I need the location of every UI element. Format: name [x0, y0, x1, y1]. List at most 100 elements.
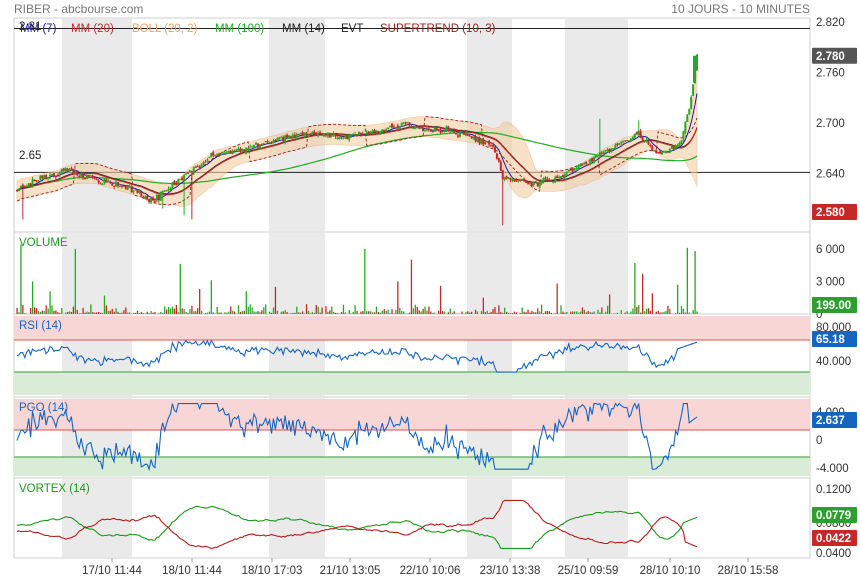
- right-axis: 2.820 2.760 2.700 2.640 2.780 2.580 6 000 3 000…: [812, 17, 857, 560]
- volume-bar: [342, 304, 345, 314]
- volume-bar: [399, 307, 401, 314]
- candle-body: [270, 142, 273, 144]
- last-rsi-label: 65.18: [816, 334, 845, 346]
- volume-bar: [241, 311, 244, 314]
- candle-body: [628, 140, 630, 142]
- candle-body: [651, 145, 654, 152]
- candle-body: [56, 174, 59, 176]
- volume-bar: [39, 311, 42, 314]
- vortex-frame: [13, 477, 811, 559]
- volume-bar: [270, 312, 273, 314]
- candle-body: [558, 176, 561, 178]
- candle-body: [161, 191, 164, 193]
- candle-body: [45, 175, 48, 179]
- volume-bar: [20, 244, 22, 314]
- legend-item: MM (20): [71, 23, 114, 35]
- candle-body: [575, 168, 578, 170]
- legend-item: EVT: [341, 23, 363, 35]
- candle-body: [89, 175, 92, 177]
- candle-body: [60, 169, 63, 173]
- volume-bar: [257, 311, 259, 314]
- candle-body: [641, 137, 644, 141]
- volume-bar: [682, 308, 685, 314]
- rsi-line: [16, 339, 698, 373]
- volume-bar: [274, 286, 277, 314]
- candle-body: [85, 175, 88, 179]
- candle-body: [493, 146, 496, 153]
- volume-bar: [331, 306, 333, 314]
- candle-body: [260, 144, 263, 146]
- volume-bar: [41, 310, 43, 314]
- candle-body: [637, 130, 640, 136]
- volume-bar: [381, 310, 383, 314]
- volume-bar: [585, 312, 587, 314]
- low-price-label-badge: [812, 204, 857, 220]
- volume-bar: [245, 291, 247, 314]
- volume-bar: [608, 294, 611, 314]
- candle-body: [134, 189, 137, 191]
- price-tick-label: 2.640: [816, 168, 845, 180]
- volume-bar: [105, 305, 108, 314]
- volume-bar: [43, 310, 45, 314]
- candle-body: [286, 134, 289, 139]
- candle-body: [513, 179, 516, 181]
- candle-body: [569, 168, 572, 171]
- volume-bar: [370, 311, 372, 314]
- volume-bar: [232, 310, 234, 314]
- x-tick-label: 28/10 10:10: [640, 565, 701, 577]
- candle-body: [342, 137, 345, 139]
- volume-bar: [175, 304, 178, 314]
- candle-body: [167, 188, 170, 191]
- candle-body: [455, 133, 458, 135]
- volume-bar: [234, 311, 236, 314]
- candle-body: [214, 155, 217, 157]
- volume-bar: [486, 310, 488, 314]
- volume-bar: [333, 312, 335, 314]
- volume-bar: [251, 307, 253, 314]
- volume-bar: [408, 312, 411, 314]
- candle-body: [109, 181, 112, 183]
- volume-bar: [583, 309, 586, 314]
- volume-bar: [377, 311, 380, 314]
- candle-body: [266, 141, 269, 143]
- candle-body: [196, 166, 199, 168]
- candle-body: [321, 133, 324, 136]
- candle-body: [365, 132, 368, 135]
- candle-body: [598, 152, 601, 156]
- candle-body: [567, 169, 570, 172]
- candle-body: [64, 167, 67, 172]
- candle-body: [155, 194, 158, 201]
- volume-bar: [373, 312, 376, 314]
- candle-body: [449, 131, 452, 133]
- candle-body: [692, 84, 695, 97]
- volume-bar: [591, 312, 593, 314]
- volume-bar: [480, 311, 483, 314]
- candle-body: [111, 183, 114, 186]
- candle-body: [649, 144, 652, 147]
- volume-bar: [550, 312, 552, 314]
- volume-panel: [16, 244, 698, 314]
- volume-bar: [119, 312, 121, 314]
- candle-body: [307, 134, 310, 136]
- chart-title: RIBER - abcbourse.com: [14, 2, 143, 16]
- volume-bar: [305, 304, 308, 314]
- volume-bar: [537, 308, 539, 314]
- volume-bar: [354, 305, 356, 314]
- volume-bar: [117, 311, 119, 314]
- volume-bar: [317, 306, 319, 314]
- volume-bar: [344, 312, 347, 314]
- candle-body: [220, 153, 222, 156]
- candle-body: [620, 141, 623, 144]
- volume-bar: [31, 281, 34, 314]
- candle-body: [39, 175, 42, 180]
- candle-body: [464, 134, 467, 136]
- volume-bar: [434, 312, 436, 314]
- volume-bar: [140, 312, 143, 314]
- volume-bar: [482, 297, 484, 314]
- legend-item: SUPERTREND (10, 3): [380, 23, 496, 35]
- volume-bar: [579, 311, 582, 314]
- candle-body: [97, 180, 100, 183]
- volume-bar: [150, 310, 152, 314]
- candle-body: [157, 195, 160, 200]
